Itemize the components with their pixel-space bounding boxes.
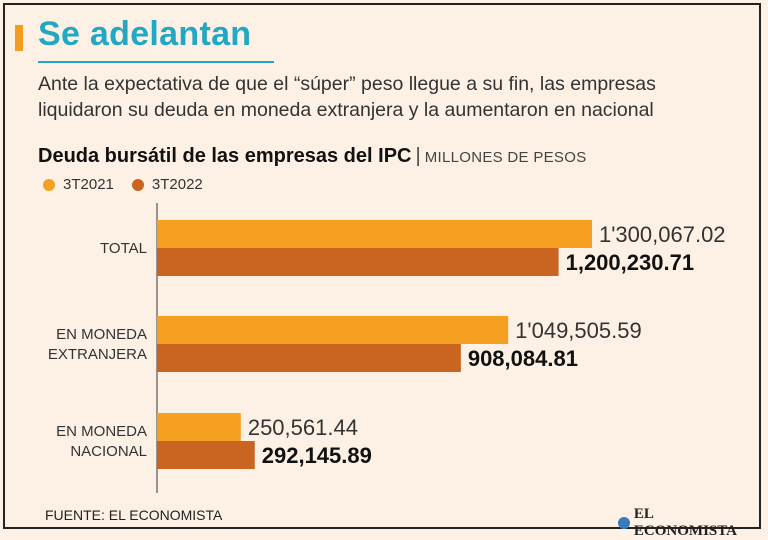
bar-3t2022 — [157, 248, 559, 276]
legend-label-3t2021: 3T2021 — [63, 176, 114, 193]
data-label-3t2022: 908,084.81 — [468, 346, 578, 371]
data-label-3t2022: 1,200,230.71 — [566, 250, 694, 275]
data-label-3t2021: 1'049,505.59 — [515, 318, 642, 343]
chart-title: Deuda bursátil de las empresas del IPC | M… — [38, 145, 587, 168]
legend-item-3t2021: 3T2021 — [43, 176, 114, 193]
category-label: EN MONEDA EXTRANJERA — [48, 326, 147, 363]
logo-mark-icon — [618, 517, 630, 529]
legend-swatch-3t2022 — [131, 178, 144, 191]
chart-title-main: Deuda bursátil de las empresas del IPC — [38, 145, 412, 167]
page-subtitle: Ante la expectativa de que el “súper” pe… — [38, 73, 656, 121]
chart-title-separator: | — [415, 145, 421, 167]
category-label: TOTAL — [100, 240, 147, 257]
bar-3t2021 — [157, 220, 592, 248]
title-accent-bar — [15, 25, 23, 51]
legend-label-3t2022: 3T2022 — [151, 176, 203, 193]
title-underline — [38, 61, 274, 63]
bar-3t2021 — [157, 413, 241, 441]
bar-chart: TOTAL 1'300,067.02 1,200,230.71 EN MONEDA EX… — [48, 203, 726, 493]
chart-unit: MILLONES DE PESOS — [424, 149, 587, 166]
legend-swatch-3t2021 — [43, 178, 55, 191]
infographic-frame: Se adelantan Ante la expectativa de que … — [3, 3, 761, 539]
source-note: FUENTE: EL ECONOMISTA — [45, 507, 223, 523]
category-label: EN MONEDA NACIONAL — [56, 423, 147, 460]
page-title: Se adelantan — [38, 15, 252, 53]
data-label-3t2021: 1'300,067.02 — [599, 222, 726, 247]
legend-item-3t2022: 3T2022 — [131, 176, 203, 193]
chart-legend: 3T2021 3T2022 — [43, 176, 203, 193]
bar-3t2022 — [157, 441, 255, 469]
data-label-3t2022: 292,145.89 — [262, 443, 372, 468]
bar-3t2022 — [157, 344, 461, 372]
data-label-3t2021: 250,561.44 — [248, 415, 358, 440]
bar-3t2021 — [157, 316, 509, 344]
